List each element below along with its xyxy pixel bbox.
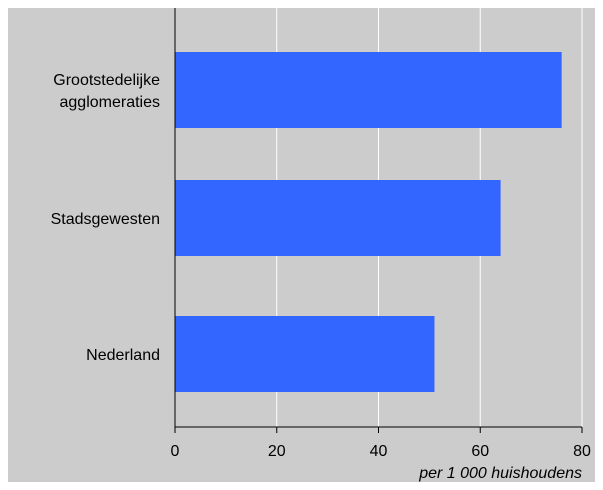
bar-1 xyxy=(175,180,501,256)
category-label-1: Stadsgewesten xyxy=(51,211,160,228)
x-tick-label-40: 40 xyxy=(370,443,388,460)
category-label-0: Grootstedelijke agglomeraties xyxy=(53,72,160,111)
bar-0 xyxy=(175,52,562,128)
bar-chart: 0 20 40 60 80 Grootstedelijke agglomeraties Sta… xyxy=(51,8,591,482)
chart-area: 0 20 40 60 80 Grootstedelijke agglomeraties Sta… xyxy=(8,8,595,482)
x-axis-title: per 1 000 huishoudens xyxy=(418,465,582,482)
bars xyxy=(175,52,562,392)
x-tick-label-80: 80 xyxy=(573,443,591,460)
labels: 0 20 40 60 80 Grootstedelijke agglomeraties Sta… xyxy=(51,72,591,460)
axes xyxy=(174,8,583,433)
bar-2 xyxy=(175,316,435,392)
x-tick-label-60: 60 xyxy=(471,443,489,460)
x-tick-label-0: 0 xyxy=(171,443,180,460)
x-tick-label-20: 20 xyxy=(268,443,286,460)
category-label-2: Nederland xyxy=(86,347,160,364)
